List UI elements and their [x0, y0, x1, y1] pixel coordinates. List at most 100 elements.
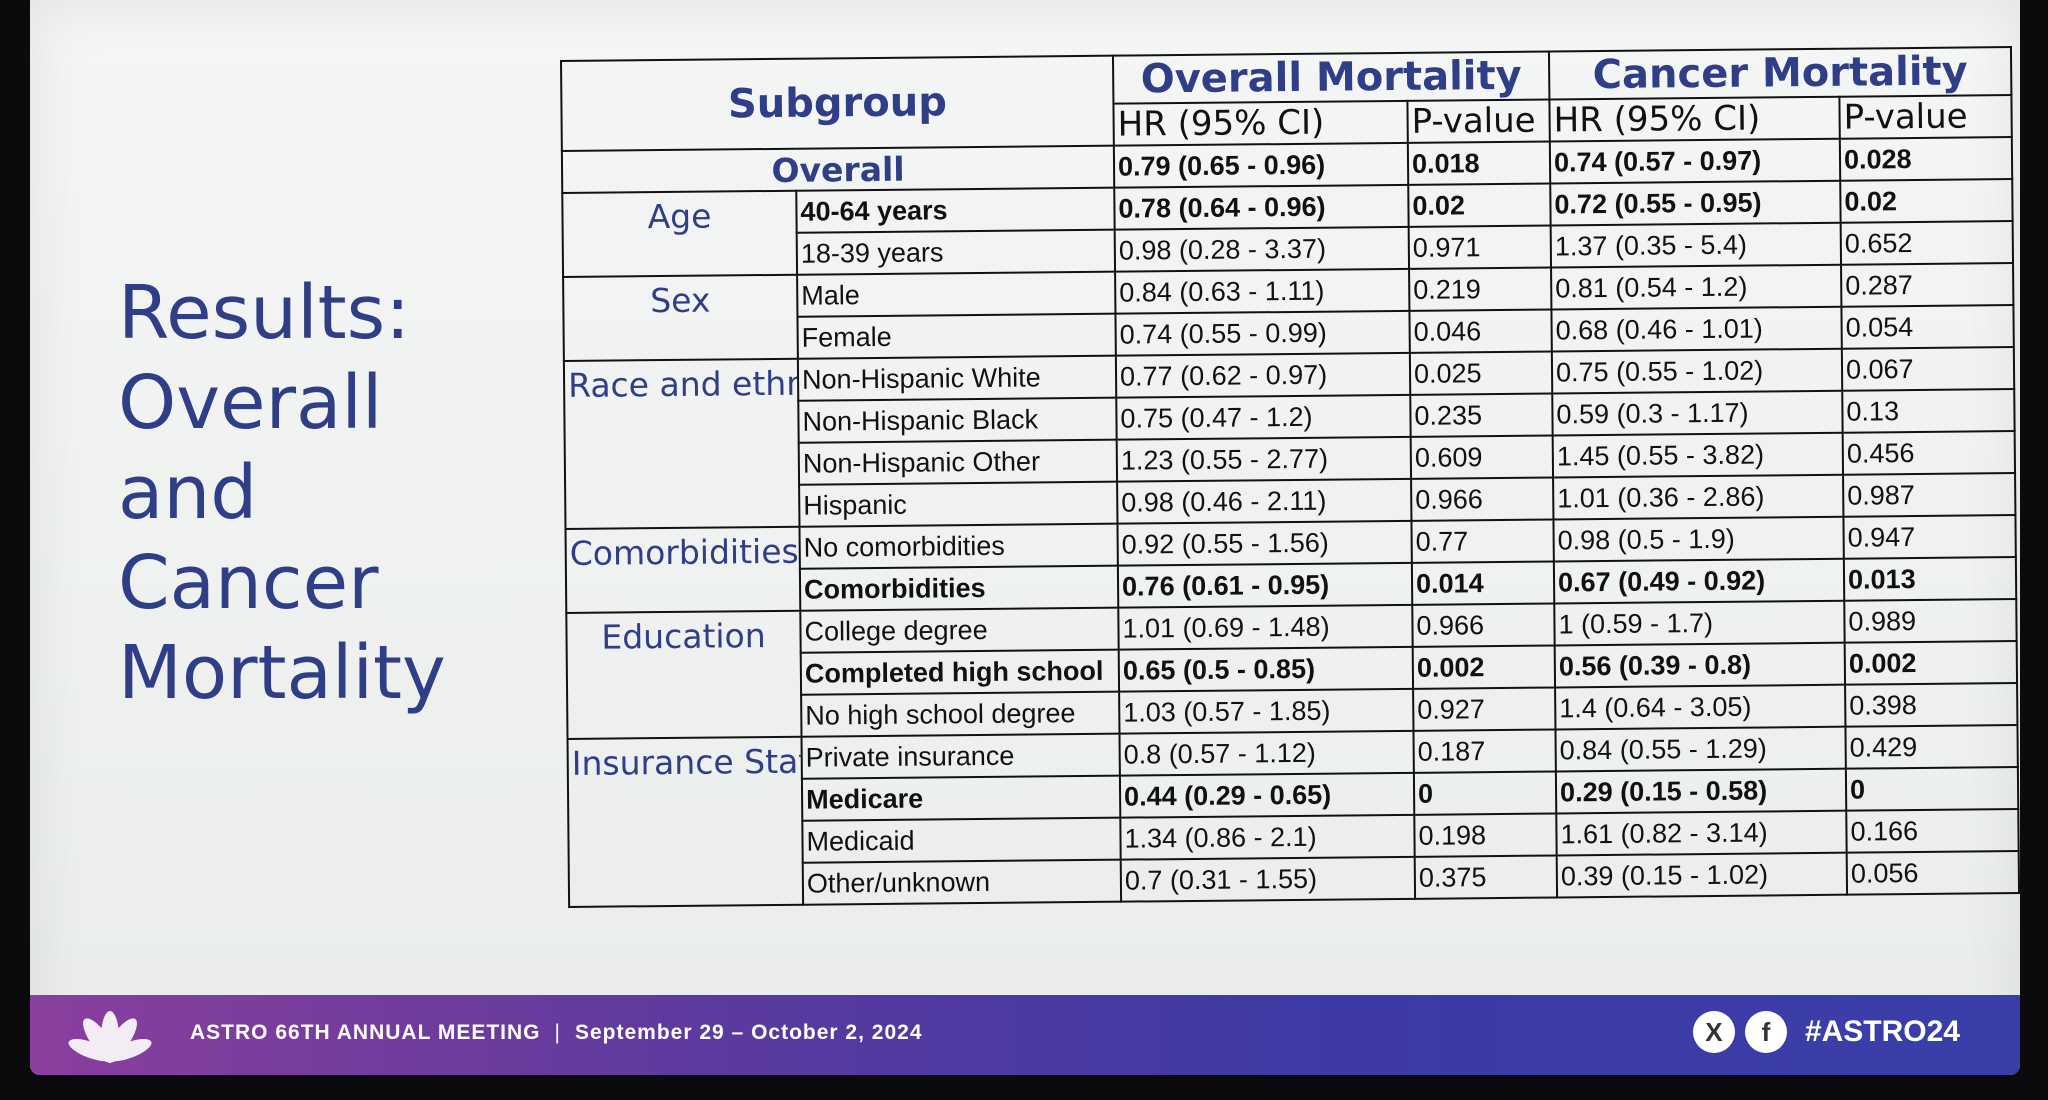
cm-hr-cell: 0.81 (0.54 - 1.2) [1551, 264, 1842, 310]
om-hr-cell: 0.84 (0.63 - 1.11) [1115, 268, 1410, 314]
cm-p-cell: 0.429 [1845, 725, 2018, 769]
slide-title-line: Cancer [118, 540, 379, 626]
cm-hr-cell: 0.75 (0.55 - 1.02) [1551, 348, 1843, 394]
cm-hr-cell: 0.59 (0.3 - 1.17) [1552, 390, 1843, 436]
cm-hr-cell: 1 (0.59 - 1.7) [1554, 600, 1845, 646]
om-hr-cell: 0.79 (0.65 - 0.96) [1113, 142, 1409, 188]
table-body: Overall 0.79 (0.65 - 0.96) 0.018 0.74 (0… [561, 137, 2020, 907]
cm-p-cell: 0.287 [1841, 263, 2014, 307]
om-p-cell: 0.025 [1409, 351, 1553, 395]
meeting-dates: September 29 – October 2, 2024 [575, 1021, 923, 1044]
cm-p-cell: 0.013 [1843, 557, 2017, 601]
overall-label: Overall [561, 145, 1115, 193]
om-hr-cell: 0.7 (0.31 - 1.55) [1120, 856, 1416, 902]
cm-hr-cell: 0.29 (0.15 - 0.58) [1555, 768, 1847, 814]
facebook-icon: f [1744, 1011, 1787, 1053]
om-hr-cell: 0.77 (0.62 - 0.97) [1115, 352, 1411, 398]
subgroup-cell: Medicare [801, 775, 1121, 821]
subgroup-cell: Private insurance [801, 733, 1120, 779]
cm-p-cell: 0.398 [1845, 683, 2018, 727]
om-p-cell: 0.235 [1410, 393, 1553, 437]
subgroup-cell: Comorbidities [799, 565, 1119, 611]
subgroup-cell: Male [797, 271, 1116, 317]
subgroup-cell: 18-39 years [796, 229, 1116, 275]
om-hr-cell: 0.78 (0.64 - 0.96) [1114, 184, 1409, 230]
om-p-cell: 0 [1413, 771, 1557, 815]
cm-p-cell: 0.067 [1841, 347, 2015, 391]
subgroup-cell: Hispanic [799, 481, 1118, 527]
social-links: X f #ASTRO24 [1692, 1011, 1960, 1053]
cm-hr-cell: 1.37 (0.35 - 5.4) [1550, 222, 1842, 268]
subgroup-cell: Other/unknown [802, 859, 1122, 905]
subgroup-cell: Medicaid [802, 817, 1121, 863]
om-p-cell: 0.014 [1411, 561, 1555, 605]
cm-hr-cell: 0.56 (0.39 - 0.8) [1554, 642, 1846, 688]
om-hr-cell: 1.23 (0.55 - 2.77) [1116, 436, 1412, 482]
om-hr-cell: 0.98 (0.28 - 3.37) [1114, 226, 1410, 272]
cm-p-cell: 0.054 [1841, 305, 2014, 349]
subgroup-cell: College degree [800, 607, 1119, 653]
om-p-cell: 0.187 [1413, 729, 1556, 773]
cm-hr-cell: 0.67 (0.49 - 0.92) [1553, 558, 1845, 604]
cm-hr-cell: 0.72 (0.55 - 0.95) [1550, 180, 1841, 226]
subgroup-cell: 40-64 years [796, 187, 1115, 233]
group-label: Age [562, 190, 798, 277]
om-p-cell: 0.198 [1414, 813, 1557, 857]
subgroup-cell: Non-Hispanic Other [798, 439, 1118, 485]
cm-hr-cell: 1.61 (0.82 - 3.14) [1556, 810, 1847, 856]
cm-hr-cell: 1.01 (0.36 - 2.86) [1553, 474, 1844, 520]
group-label: Insurance Status [567, 736, 804, 907]
om-hr-cell: 1.03 (0.57 - 1.85) [1119, 688, 1414, 734]
slide-title-line: Overall and [118, 360, 383, 536]
hashtag: #ASTRO24 [1804, 1015, 1960, 1048]
flower-logo-icon [68, 1011, 152, 1063]
om-hr-cell: 0.92 (0.55 - 1.56) [1117, 520, 1412, 566]
group-label: Sex [563, 274, 798, 361]
x-social-icon: X [1692, 1011, 1735, 1053]
header-cancer-mortality: Cancer Mortality [1548, 47, 2012, 100]
cm-hr-cell: 0.74 (0.57 - 0.97) [1549, 138, 1841, 184]
cm-p-cell: 0.028 [1839, 137, 2013, 181]
results-table: Subgroup Overall Mortality Cancer Mortal… [560, 46, 2020, 908]
cm-p-cell: 0.002 [1844, 641, 2018, 685]
cm-p-cell: 0.987 [1843, 473, 2016, 517]
header-subgroup: Subgroup [561, 55, 1114, 151]
om-p-cell: 0.971 [1408, 225, 1552, 269]
subgroup-cell: Completed high school [800, 649, 1120, 695]
group-label: Education [566, 610, 802, 739]
om-p-cell: 0.927 [1413, 687, 1556, 731]
cm-p-cell: 0.652 [1840, 221, 2014, 265]
om-hr-cell: 0.8 (0.57 - 1.12) [1119, 730, 1414, 776]
cm-hr-cell: 1.45 (0.55 - 3.82) [1552, 432, 1844, 478]
om-hr-cell: 0.65 (0.5 - 0.85) [1118, 646, 1414, 692]
om-p-cell: 0.219 [1409, 267, 1552, 311]
om-p-cell: 0.018 [1407, 141, 1551, 185]
cm-p-cell: 0.056 [1846, 851, 2020, 895]
subgroup-cell: Non-Hispanic White [797, 355, 1117, 401]
meeting-info: ASTRO 66TH ANNUAL MEETING | September 29 –… [190, 1021, 923, 1045]
cm-p-cell: 0.989 [1844, 599, 2017, 643]
cm-hr-cell: 0.98 (0.5 - 1.9) [1553, 516, 1844, 562]
cm-hr-cell: 0.84 (0.55 - 1.29) [1555, 726, 1846, 772]
om-hr-cell: 1.01 (0.69 - 1.48) [1118, 604, 1413, 650]
om-p-cell: 0.375 [1414, 855, 1558, 899]
conference-footer: ASTRO 66TH ANNUAL MEETING | September 29 –… [30, 995, 2020, 1075]
om-p-cell: 0.77 [1411, 519, 1554, 563]
slide-title: Results: Overall and Cancer Mortality [118, 268, 538, 718]
om-p-cell: 0.966 [1411, 477, 1554, 521]
om-hr-cell: 0.76 (0.61 - 0.95) [1117, 562, 1413, 608]
cm-p-cell: 0 [1845, 767, 2019, 811]
om-hr-cell: 0.75 (0.47 - 1.2) [1116, 394, 1411, 440]
slide-title-line: Results: [118, 270, 411, 356]
group-label: Race and ethnicity [563, 358, 800, 529]
om-hr-cell: 0.44 (0.29 - 0.65) [1119, 772, 1415, 818]
subgroup-cell: No comorbidities [799, 523, 1118, 569]
om-p-cell: 0.609 [1410, 435, 1554, 479]
subgroup-cell: Female [797, 313, 1116, 359]
subheader-cm-p: P-value [1839, 95, 2012, 139]
header-overall-mortality: Overall Mortality [1112, 51, 1550, 104]
om-p-cell: 0.02 [1408, 183, 1551, 227]
cm-hr-cell: 0.39 (0.15 - 1.02) [1556, 852, 1848, 898]
group-label: Comorbidities [565, 526, 801, 613]
cm-hr-cell: 1.4 (0.64 - 3.05) [1555, 684, 1846, 730]
